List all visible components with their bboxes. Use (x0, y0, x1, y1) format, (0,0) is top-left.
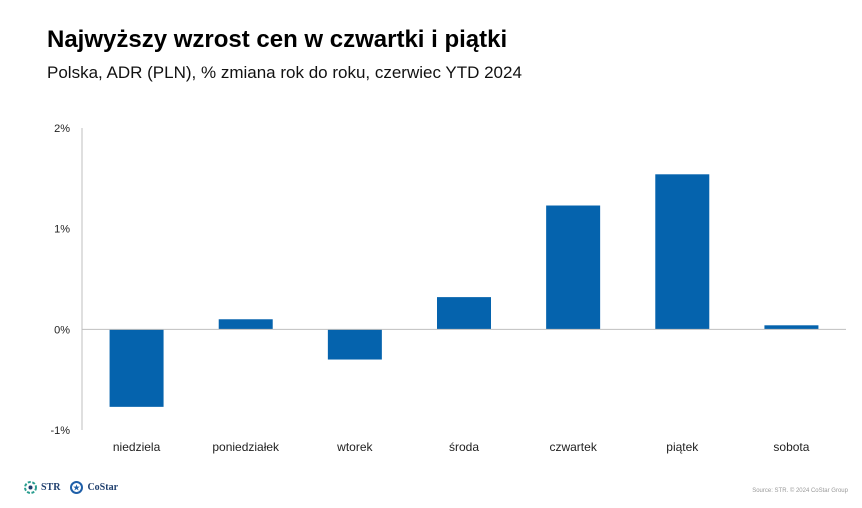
str-logo: STR (24, 481, 60, 494)
bar (327, 329, 382, 360)
x-category-label: wtorek (336, 440, 373, 454)
footer-logos: STR CoStar (24, 481, 118, 494)
costar-logo-icon (70, 481, 84, 494)
costar-logo: CoStar (70, 481, 118, 494)
y-tick-label: 0% (54, 324, 70, 336)
x-category-label: poniedziałek (212, 440, 280, 454)
str-logo-text: STR (41, 482, 61, 493)
bar (218, 319, 273, 330)
x-category-label: sobota (773, 440, 809, 454)
x-category-label: niedziela (113, 440, 161, 454)
bar (546, 205, 601, 330)
bar (764, 325, 819, 330)
chart-title: Najwyższy wzrost cen w czwartki i piątki (47, 26, 508, 53)
bar (655, 174, 710, 330)
y-tick-label: 1% (54, 224, 70, 236)
bar (437, 297, 491, 330)
source-note: Source: STR. © 2024 CoStar Group (752, 488, 848, 494)
costar-logo-text: CoStar (87, 482, 119, 493)
bar (109, 329, 164, 407)
x-category-label: środa (449, 440, 479, 454)
chart-subtitle: Polska, ADR (PLN), % zmiana rok do roku,… (47, 63, 522, 82)
x-category-label: czwartek (549, 440, 597, 454)
str-logo-icon (24, 481, 37, 494)
y-tick-label: 2% (54, 123, 70, 135)
x-category-label: piątek (666, 440, 699, 454)
y-tick-label: -1% (50, 425, 70, 437)
